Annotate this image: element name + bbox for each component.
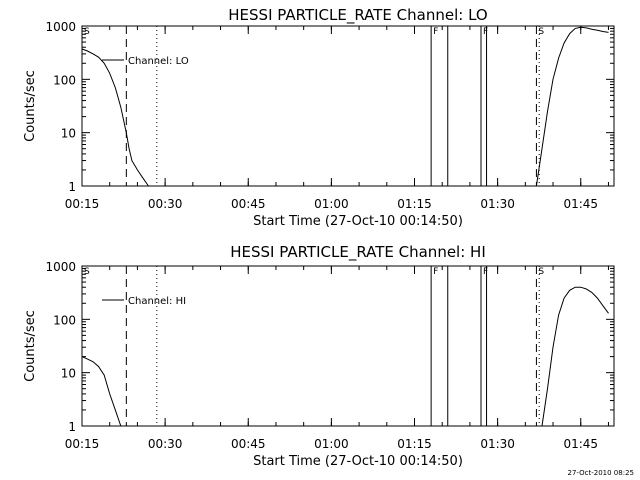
- legend-label: Channel: HI: [128, 296, 186, 307]
- x-tick-label: 01:15: [397, 197, 432, 211]
- y-tick-label: 1: [68, 180, 76, 194]
- series-line: [81, 48, 149, 187]
- x-tick-label: 00:15: [65, 197, 100, 211]
- series-line: [541, 286, 609, 427]
- event-marker-label: S: [538, 27, 544, 37]
- series-line: [81, 356, 122, 427]
- x-tick-label: 00:30: [148, 197, 183, 211]
- y-tick-label: 10: [61, 367, 76, 381]
- x-tick-label: 00:45: [231, 197, 266, 211]
- x-tick-label: 01:45: [563, 197, 598, 211]
- x-axis-label: Start Time (27-Oct-10 00:14:50): [253, 454, 463, 469]
- plot-frame: [81, 265, 615, 427]
- y-tick-label: 1: [68, 420, 76, 434]
- y-tick-label: 100: [53, 73, 76, 87]
- y-tick-label: 1000: [45, 20, 76, 34]
- y-tick-label: 1000: [45, 260, 76, 274]
- plot-frame: [81, 25, 615, 187]
- event-marker-label: F: [483, 27, 488, 37]
- x-tick-label: 01:00: [314, 437, 349, 451]
- event-marker-label: S: [84, 27, 90, 37]
- y-axis-label: Counts/sec: [23, 70, 38, 142]
- footer-timestamp: 27-Oct-2010 08:25: [567, 469, 634, 477]
- series-line: [535, 26, 609, 187]
- y-tick-label: 10: [61, 127, 76, 141]
- y-axis-label: Counts/sec: [23, 310, 38, 382]
- event-marker-label: F: [433, 27, 438, 37]
- x-tick-label: 01:45: [563, 437, 598, 451]
- event-marker-label: F: [483, 267, 488, 277]
- legend-label: Channel: LO: [128, 56, 189, 67]
- chart-title: HESSI PARTICLE_RATE Channel: HI: [230, 243, 486, 262]
- x-tick-label: 00:45: [231, 437, 266, 451]
- y-tick-label: 100: [53, 313, 76, 327]
- x-tick-label: 01:15: [397, 437, 432, 451]
- x-axis-label: Start Time (27-Oct-10 00:14:50): [253, 214, 463, 229]
- event-marker-label: S: [538, 267, 544, 277]
- x-tick-label: 01:00: [314, 197, 349, 211]
- x-tick-label: 00:15: [65, 437, 100, 451]
- event-marker-label: F: [433, 267, 438, 277]
- x-tick-label: 01:30: [480, 197, 515, 211]
- x-tick-label: 01:30: [480, 437, 515, 451]
- chart-title: HESSI PARTICLE_RATE Channel: LO: [228, 6, 487, 25]
- event-marker-label: S: [84, 267, 90, 277]
- x-tick-label: 00:30: [148, 437, 183, 451]
